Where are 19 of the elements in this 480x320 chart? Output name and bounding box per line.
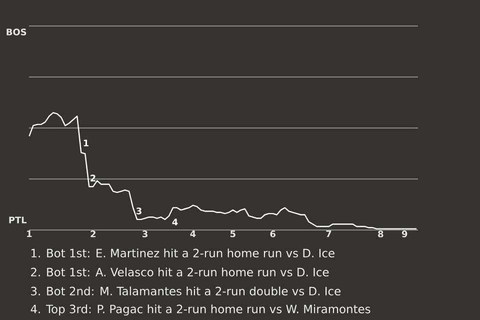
x-tick-label: 4	[190, 230, 196, 238]
x-tick-label: 5	[230, 230, 236, 238]
annotation: 3	[136, 208, 142, 214]
annotation: 1	[84, 140, 89, 146]
text: BOS	[6, 28, 26, 36]
x-tick-label: 1	[27, 230, 32, 238]
text: PTL	[9, 216, 27, 224]
x-tick-label: 6	[270, 230, 276, 238]
text: 3. Bot 2nd: M. Talamantes hit a 2-run double vs D. Ice	[31, 286, 340, 296]
text: 1. Bot 1st: E. Martinez hit a 2-run home run vs D. Ice	[31, 248, 334, 258]
x-tick-label: 3	[142, 230, 148, 238]
annotation: 2	[90, 174, 96, 182]
x-tick-label: 8	[378, 230, 384, 238]
text: 4. Top 3rd: P. Pagac hit a 2-run home run vs W. Miramontes	[30, 304, 370, 316]
x-tick-label: 2	[90, 230, 96, 238]
text: 2. Bot 1st: A. Velasco hit a 2-run home run vs D. Ice	[31, 268, 329, 276]
x-tick-label: 9	[402, 230, 408, 238]
annotation: 4	[172, 218, 178, 226]
x-tick-label: 7	[326, 230, 332, 238]
